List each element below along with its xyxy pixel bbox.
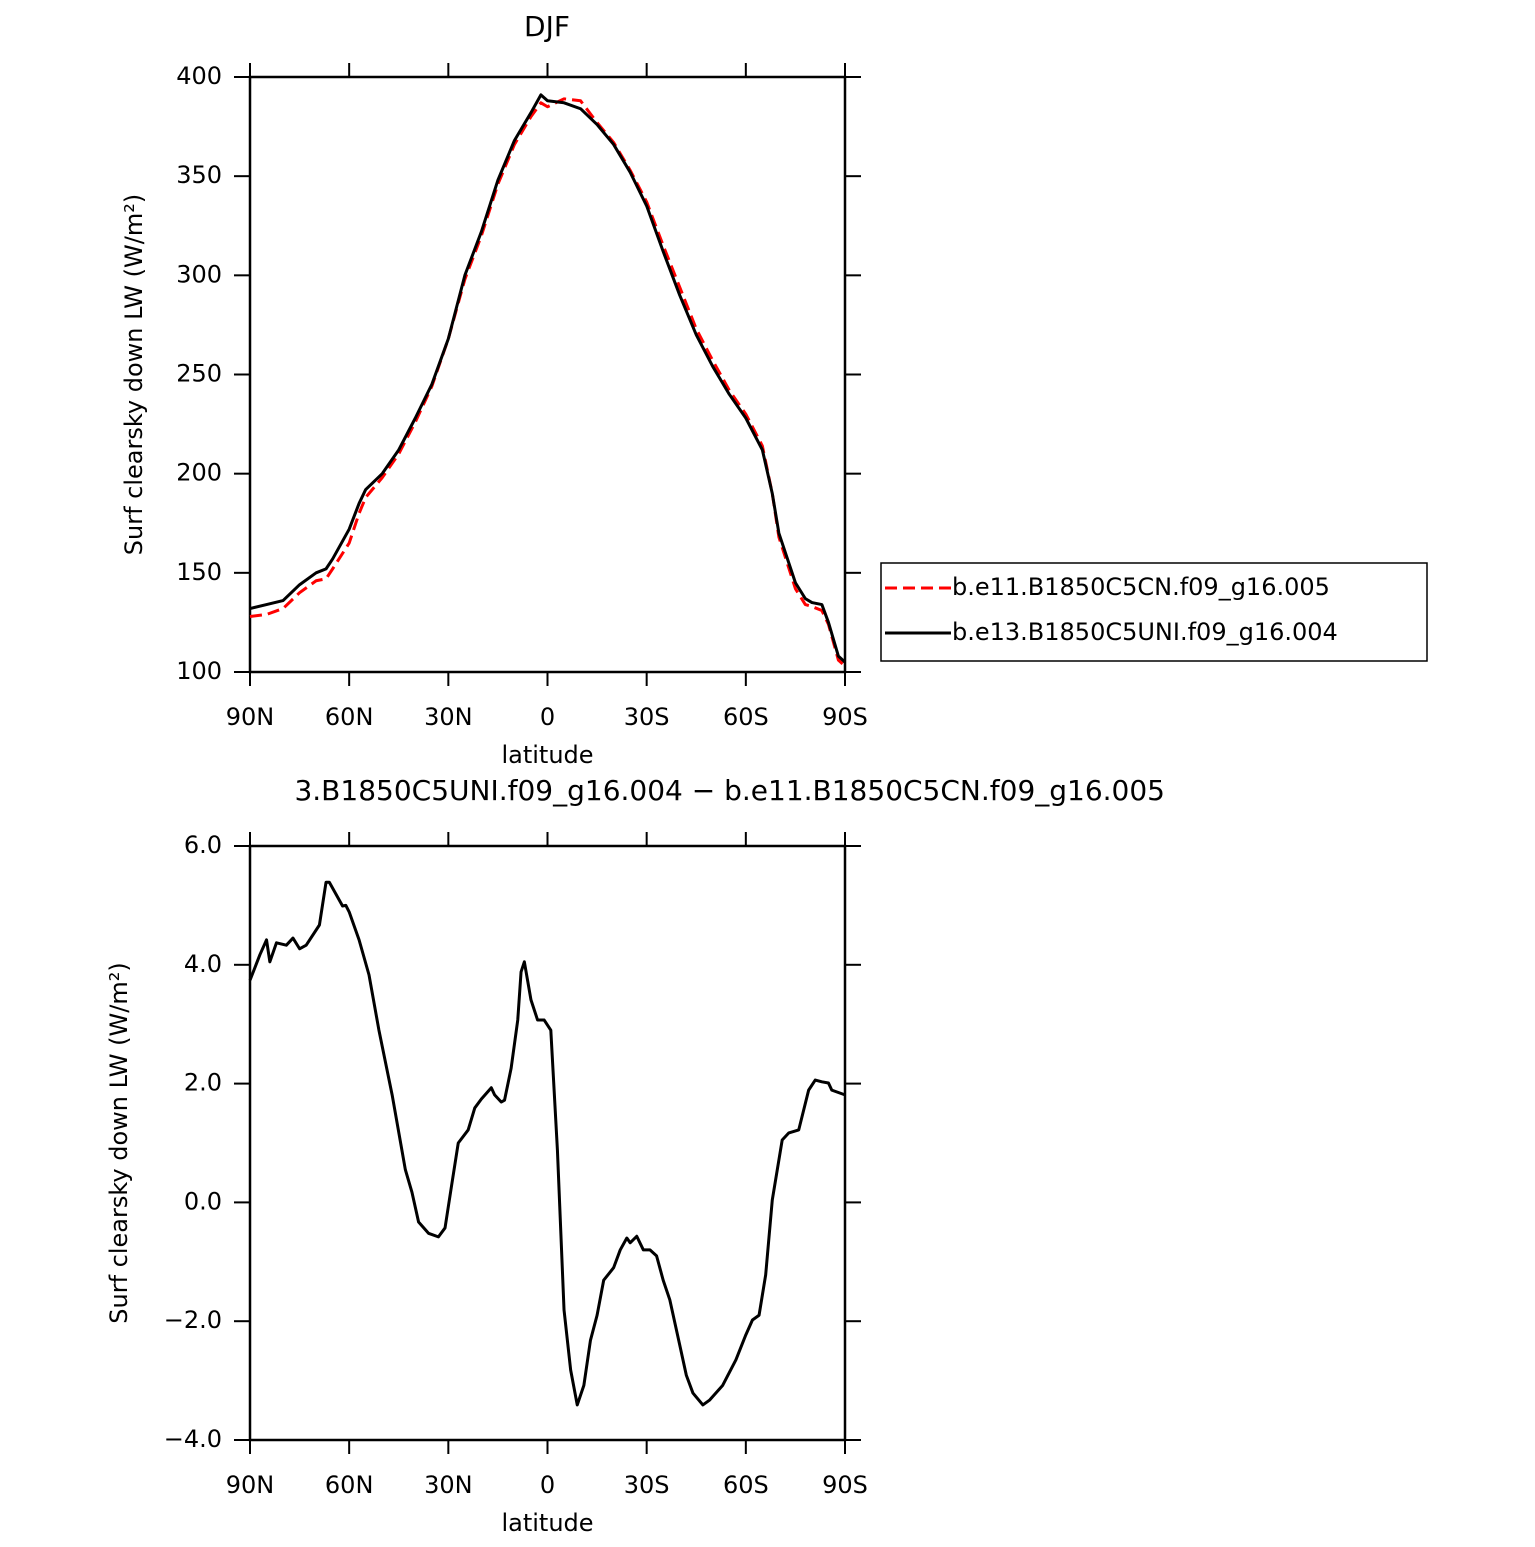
x-tick-label: 30N <box>424 703 473 731</box>
x-tick-label: 30S <box>624 1471 670 1499</box>
y-tick-label: 200 <box>176 459 222 487</box>
data-line <box>249 93 847 664</box>
y-tick-label: 2.0 <box>184 1069 222 1097</box>
y-tick-label: 0.0 <box>184 1187 222 1215</box>
y-tick-label: 100 <box>176 657 222 685</box>
y-axis-label: Surf clearsky down LW (W/m²) <box>105 962 133 1323</box>
legend-box <box>880 562 1428 662</box>
x-tick-label: 90S <box>822 703 868 731</box>
y-tick-label: 350 <box>176 161 222 189</box>
y-tick-label: 400 <box>176 62 222 90</box>
data-line <box>249 97 847 668</box>
legend-label: b.e13.B1850C5UNI.f09_g16.004 <box>952 618 1338 646</box>
x-tick-label: 30S <box>624 703 670 731</box>
data-line <box>248 880 846 1407</box>
x-tick-label: 90N <box>226 703 275 731</box>
x-tick-label: 30N <box>424 1471 473 1499</box>
x-tick-label: 60S <box>723 703 769 731</box>
x-tick-label: 0 <box>540 703 555 731</box>
x-axis-label: latitude <box>501 1509 593 1537</box>
x-tick-label: 90N <box>226 1471 275 1499</box>
x-tick-label: 60S <box>723 1471 769 1499</box>
x-tick-label: 90S <box>822 1471 868 1499</box>
y-tick-label: −2.0 <box>164 1306 222 1334</box>
y-tick-label: 6.0 <box>184 831 222 859</box>
y-tick-label: 300 <box>176 260 222 288</box>
y-tick-label: −4.0 <box>164 1425 222 1453</box>
x-tick-label: 60N <box>325 1471 374 1499</box>
chart-title: DJF <box>524 10 570 43</box>
y-tick-label: 250 <box>176 360 222 388</box>
x-tick-label: 0 <box>540 1471 555 1499</box>
y-axis-label: Surf clearsky down LW (W/m²) <box>120 194 148 555</box>
plot-frame <box>248 75 847 674</box>
legend-label: b.e11.B1850C5CN.f09_g16.005 <box>952 573 1330 601</box>
plot-frame <box>248 844 847 1442</box>
y-tick-label: 4.0 <box>184 950 222 978</box>
x-axis-label: latitude <box>501 741 593 769</box>
y-tick-label: 150 <box>176 558 222 586</box>
x-tick-label: 60N <box>325 703 374 731</box>
chart-title: 3.B1850C5UNI.f09_g16.004 − b.e11.B1850C5… <box>294 774 1165 807</box>
